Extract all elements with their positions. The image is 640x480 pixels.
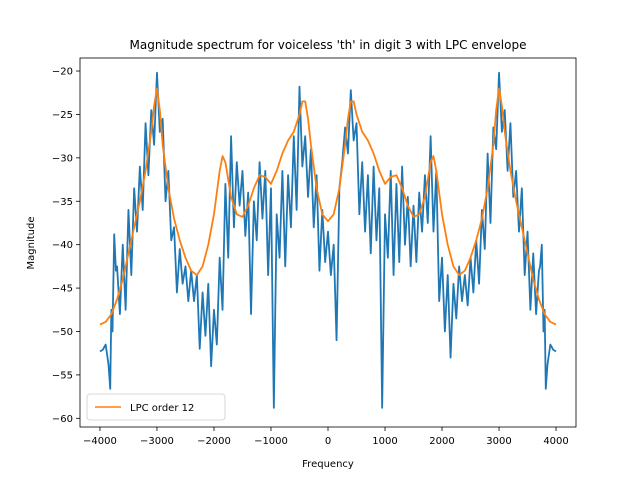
y-tick-label: −25: [52, 110, 73, 121]
y-tick-label: −55: [52, 370, 73, 381]
chart-title: Magnitude spectrum for voiceless 'th' in…: [130, 38, 527, 52]
legend-box: [86, 393, 226, 421]
y-tick-label: −60: [52, 414, 73, 425]
x-tick-label: −4000: [83, 436, 117, 447]
legend-label: LPC order 12: [130, 403, 194, 414]
x-tick-label: −2000: [197, 436, 231, 447]
x-tick-label: 0: [325, 436, 331, 447]
y-tick-label: −35: [52, 197, 73, 208]
plot-frame: [79, 57, 577, 428]
x-tick-label: 3000: [486, 436, 511, 447]
y-axis-label: Magnitude: [26, 217, 37, 270]
y-tick-label: −30: [52, 153, 73, 164]
x-tick-label: −3000: [140, 436, 174, 447]
y-axis-ticks: −60 −55 −50 −45 −40 −35 −30 −25 −20: [52, 67, 80, 425]
y-tick-label: −50: [52, 327, 73, 338]
x-axis-ticks: −4000 −3000 −2000 −1000 0 1000 2000 3000 4000: [83, 427, 569, 447]
x-tick-label: 1000: [372, 436, 397, 447]
x-tick-label: 2000: [429, 436, 454, 447]
y-tick-label: −40: [52, 240, 73, 251]
x-axis-label: Frequency: [302, 459, 354, 470]
lpc-envelope-line: [99, 87, 557, 326]
legend: LPC order 12: [86, 393, 226, 421]
x-tick-label: −1000: [254, 436, 288, 447]
y-tick-label: −20: [52, 67, 73, 78]
series-layer: [99, 71, 557, 409]
magnitude-spectrum-line: [99, 71, 557, 409]
y-tick-label: −45: [52, 284, 73, 295]
x-tick-label: 4000: [543, 436, 568, 447]
